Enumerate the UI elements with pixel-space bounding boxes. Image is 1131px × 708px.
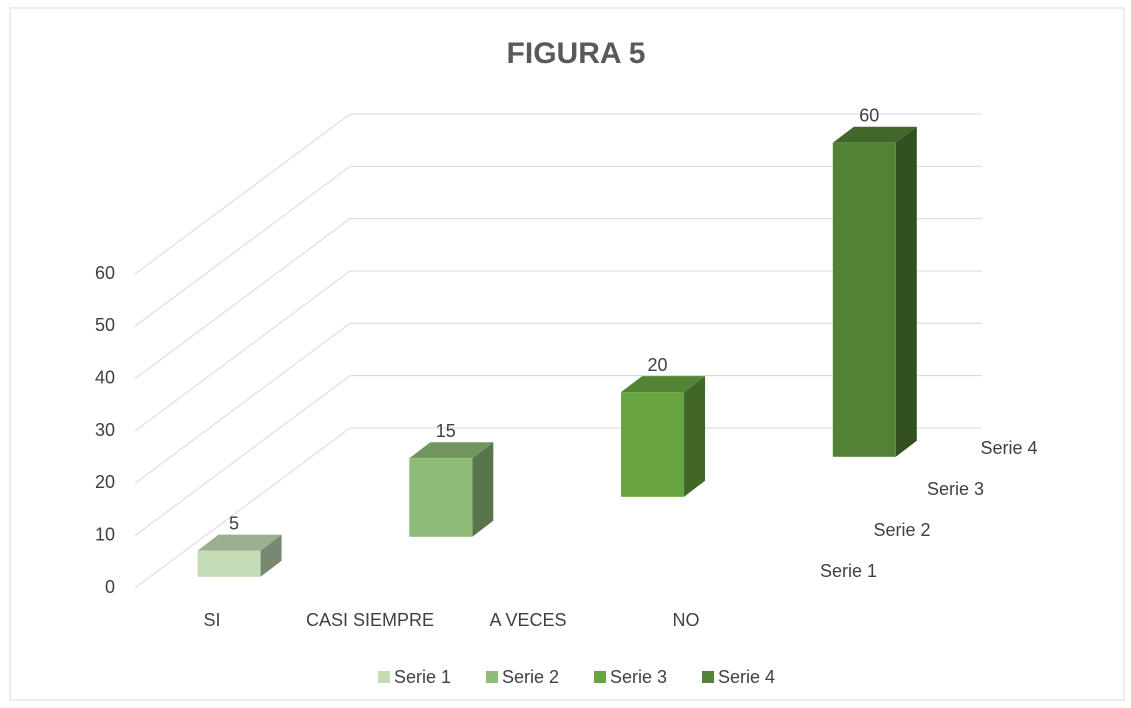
legend-swatch — [486, 671, 498, 683]
bar-top — [621, 376, 706, 393]
legend-label: Serie 4 — [718, 667, 775, 687]
bar-side — [684, 376, 706, 497]
depth-axis-label: Serie 4 — [981, 438, 1038, 458]
bar-top — [832, 126, 917, 143]
y-tick-label: 0 — [105, 577, 115, 597]
grid-line — [134, 427, 982, 589]
data-label: 20 — [648, 355, 668, 375]
y-tick-label: 50 — [95, 315, 115, 335]
bar-side — [895, 126, 917, 457]
legend-label: Serie 2 — [502, 667, 559, 687]
bar-top — [197, 534, 282, 551]
bar — [621, 392, 685, 497]
depth-axis-label: Serie 3 — [927, 479, 984, 499]
bar — [197, 550, 261, 577]
grid-line — [134, 113, 982, 275]
depth-axis-label: Serie 2 — [874, 520, 931, 540]
bar-top — [409, 442, 494, 459]
y-tick-label: 10 — [95, 524, 115, 544]
grid-line — [134, 270, 982, 432]
bar — [409, 458, 473, 537]
chart-title: FIGURA 5 — [507, 37, 646, 70]
legend-swatch — [378, 671, 390, 683]
y-tick-label: 40 — [95, 367, 115, 387]
legend-label: Serie 1 — [394, 667, 451, 687]
grid-line — [134, 165, 982, 327]
grid-line — [134, 322, 982, 484]
legend-swatch — [594, 671, 606, 683]
grid-line — [134, 375, 982, 537]
bar-side — [472, 442, 494, 537]
x-tick-label: NO — [673, 610, 700, 630]
legend-label: Serie 3 — [610, 667, 667, 687]
bar-side — [260, 534, 282, 577]
legend-swatch — [702, 671, 714, 683]
depth-axis-label: Serie 1 — [820, 561, 877, 581]
y-tick-label: 60 — [95, 263, 115, 283]
y-tick-label: 30 — [95, 420, 115, 440]
data-label: 15 — [436, 421, 456, 441]
x-tick-label: CASI SIEMPRE — [306, 610, 434, 630]
x-tick-label: SI — [203, 610, 220, 630]
bar — [832, 142, 896, 457]
data-label: 5 — [229, 513, 239, 533]
chart-frame — [9, 7, 1125, 701]
y-tick-label: 20 — [95, 472, 115, 492]
grid-line — [134, 218, 982, 380]
data-label: 60 — [859, 106, 879, 126]
x-tick-label: A VECES — [489, 610, 566, 630]
